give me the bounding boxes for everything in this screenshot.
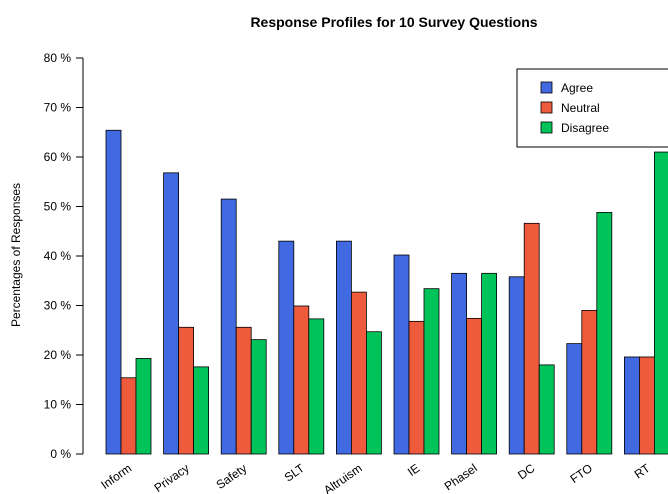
x-tick-label: FTO: [568, 461, 596, 486]
y-tick-label: 70 %: [44, 101, 72, 115]
bar-disagree-safety: [250, 339, 267, 455]
bar-neutral-dc: [523, 222, 540, 455]
legend-swatch-agree: [540, 81, 553, 94]
bar-disagree-phasel: [481, 272, 498, 455]
bar-neutral-fto: [581, 310, 598, 455]
bar-disagree-ie: [423, 288, 440, 455]
bar-neutral-inform: [120, 377, 137, 455]
bar-agree-privacy: [163, 172, 180, 455]
bar-agree-inform: [105, 129, 122, 455]
y-axis-title: Percentages of Responses: [9, 183, 23, 327]
legend-label-disagree: Disagree: [561, 121, 609, 135]
bar-agree-phasel: [451, 272, 468, 455]
bar-disagree-fto: [596, 212, 613, 455]
bar-neutral-rt: [639, 356, 655, 455]
bar-neutral-phasel: [466, 317, 483, 455]
bar-neutral-privacy: [178, 326, 195, 455]
bar-disagree-privacy: [193, 366, 210, 455]
x-tick-label: IE: [405, 461, 422, 479]
chart-title: Response Profiles for 10 Survey Question…: [250, 14, 537, 30]
bar-disagree-rt: [654, 151, 668, 455]
legend-swatch-neutral: [540, 101, 553, 114]
x-tick-label: Phasel: [442, 461, 480, 494]
bars-group: [105, 129, 668, 455]
bar-neutral-ie: [408, 320, 425, 455]
x-tick-label: Altruism: [321, 461, 365, 494]
y-tick-label: 10 %: [44, 398, 72, 412]
x-tick-label: SLT: [282, 461, 308, 485]
x-tick-label: Safety: [214, 461, 250, 492]
legend: Agree Neutral Disagree: [516, 68, 668, 148]
bar-disagree-slt: [308, 318, 325, 455]
y-tick-label: 40 %: [44, 249, 72, 263]
bar-neutral-altruism: [350, 291, 367, 455]
x-tick-labels: Inform Privacy Safety SLT Altruism IE Phasel DC…: [98, 461, 653, 494]
bar-disagree-dc: [538, 364, 555, 455]
bar-agree-rt: [624, 356, 640, 455]
x-tick-label: RT: [632, 461, 654, 482]
bar-agree-slt: [278, 240, 295, 455]
bar-agree-altruism: [335, 240, 352, 455]
bar-neutral-slt: [293, 305, 310, 455]
legend-label-agree: Agree: [561, 81, 593, 95]
y-tick-label: 60 %: [44, 150, 72, 164]
bar-neutral-safety: [235, 326, 252, 455]
x-tick-label: Privacy: [152, 461, 192, 494]
y-tick-label: 50 %: [44, 200, 72, 214]
x-tick-label: Inform: [98, 461, 134, 492]
bar-agree-fto: [566, 343, 583, 455]
legend-label-neutral: Neutral: [561, 101, 600, 115]
y-tick-label: 0 %: [50, 447, 71, 461]
bar-agree-ie: [393, 254, 410, 455]
y-tick-label: 20 %: [44, 348, 72, 362]
y-tick-label: 80 %: [44, 51, 72, 65]
y-tick-label: 30 %: [44, 299, 72, 313]
bar-disagree-inform: [135, 358, 152, 455]
bar-agree-dc: [508, 276, 525, 455]
bar-agree-safety: [220, 198, 237, 455]
legend-swatch-disagree: [540, 121, 553, 134]
y-axis: 0 % 10 % 20 % 30 % 40 % 50 % 60 % 70 % 80 %: [44, 51, 84, 461]
x-tick-label: DC: [515, 461, 538, 483]
bar-disagree-altruism: [365, 331, 382, 455]
